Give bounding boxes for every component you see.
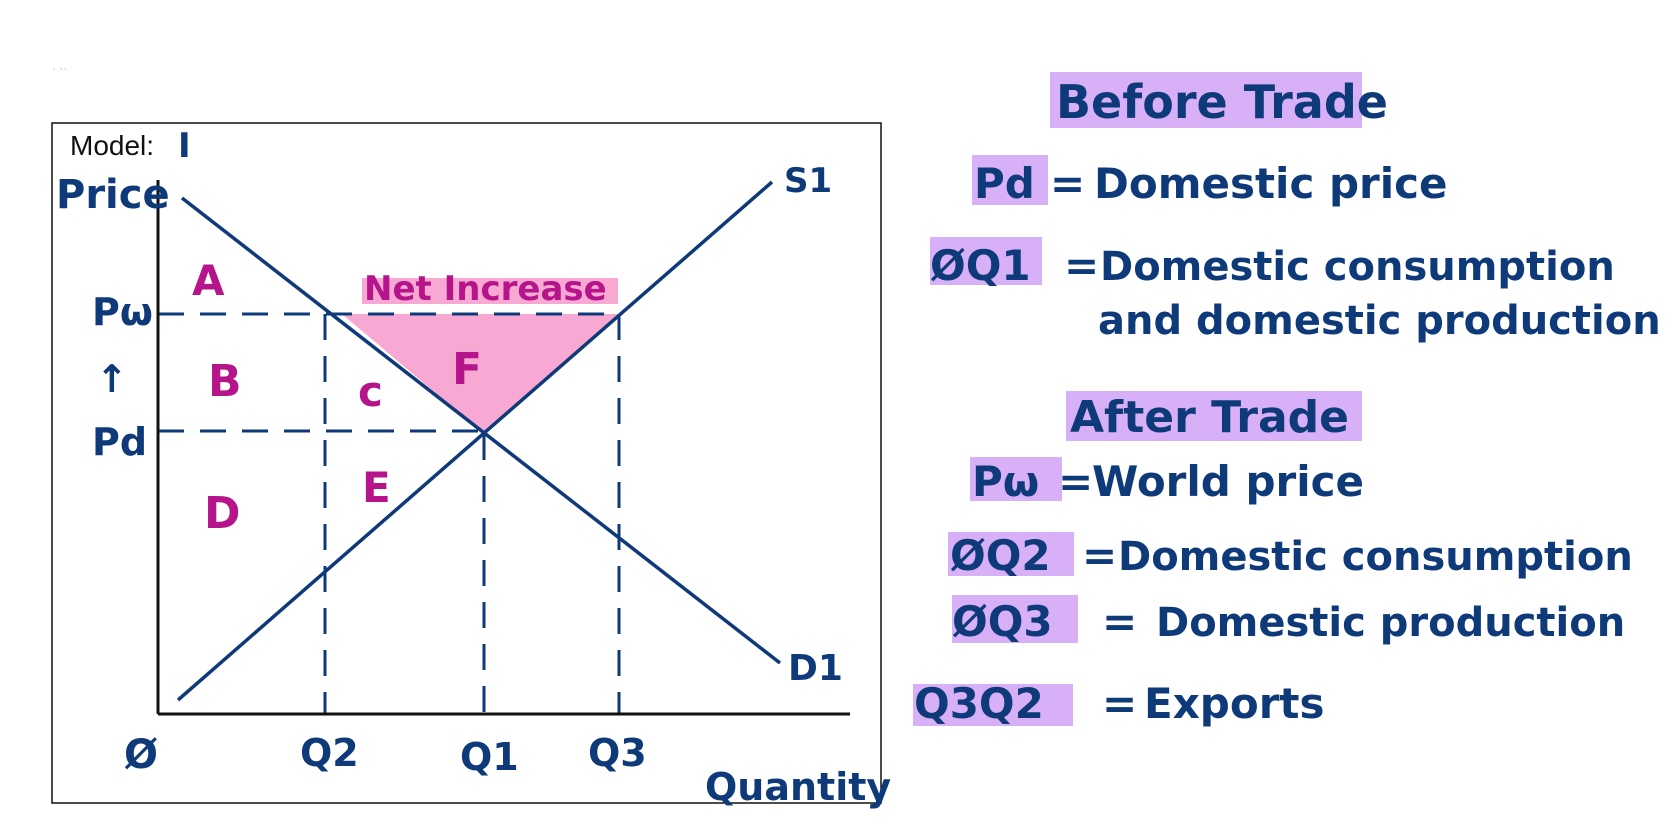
supply-curve-label: S1 (784, 161, 832, 201)
after-item-q3-text: Domestic production (1156, 600, 1625, 646)
net-increase-triangle (342, 314, 619, 434)
before-item-pd-text: Domestic price (1094, 159, 1448, 208)
model-label: Model: (70, 130, 154, 161)
exports-key-highlight (913, 684, 1073, 726)
after-trade-title: After Trade (1070, 392, 1349, 443)
after-item-q2-sep: = (1082, 531, 1117, 580)
before-item-q1-continuation: and domestic production (1098, 298, 1661, 344)
world-price-label: Pω (92, 290, 153, 334)
after-item-pw-text: World price (1092, 457, 1364, 506)
price-axis-label: Price (56, 172, 170, 218)
before-item-q1-text: Domestic consumption (1100, 244, 1615, 290)
trade-graph: Model: I Price Quantity Ø Pω ↑ Pd Q2 Q1 (51, 122, 891, 809)
after-item-exports-text: Exports (1144, 679, 1325, 728)
demand-curve (180, 196, 782, 665)
dashed-guides (158, 312, 621, 714)
net-increase-label-highlight (362, 278, 618, 304)
supply-curve (176, 180, 774, 702)
q3-key-highlight (952, 595, 1078, 643)
model-number: I (178, 126, 191, 166)
area-a-label: A (192, 256, 225, 305)
net-increase-label: Net Increase (364, 269, 607, 309)
before-title-highlight (1050, 72, 1362, 128)
price-increase-arrow: ↑ (96, 357, 128, 401)
area-f-label: F (452, 344, 482, 395)
pw-key-highlight (970, 457, 1062, 501)
trade-notes: Before Trade Pd = Domestic price ØQ1 = D… (913, 72, 1661, 728)
after-title-highlight (1066, 391, 1362, 441)
after-item-q2-text: Domestic consumption (1118, 534, 1633, 580)
area-b-label: B (208, 356, 242, 407)
domestic-price-label: Pd (92, 420, 147, 464)
quantity-axis-label: Quantity (705, 765, 891, 809)
after-item-pw-key: Pω (972, 457, 1039, 506)
corner-note: · ·· (52, 61, 67, 75)
after-item-q3-sep: = (1102, 597, 1137, 646)
after-item-q2-key: ØQ2 (950, 531, 1051, 580)
origin-label: Ø (124, 732, 158, 778)
before-trade-title: Before Trade (1056, 75, 1388, 129)
q2-label: Q2 (300, 731, 359, 775)
pd-key-highlight (972, 155, 1048, 205)
q3-label: Q3 (588, 731, 647, 775)
q1-key-highlight (930, 237, 1042, 285)
area-d-label: D (204, 488, 241, 539)
after-item-exports-sep: = (1102, 679, 1137, 728)
graph-frame (51, 122, 882, 804)
before-item-pd-sep: = (1050, 159, 1085, 208)
before-item-q1-sep: = (1064, 241, 1099, 290)
after-item-pw-sep: = (1058, 457, 1093, 506)
area-c-label: c (358, 367, 383, 416)
before-item-pd-key: Pd (974, 159, 1035, 208)
q1-label: Q1 (460, 735, 519, 779)
demand-curve-label: D1 (788, 648, 843, 689)
area-e-label: E (362, 463, 391, 512)
after-item-q3-key: ØQ3 (952, 597, 1053, 646)
before-item-q1-key: ØQ1 (930, 241, 1031, 290)
q2-key-highlight (948, 532, 1074, 576)
after-item-exports-key: Q3Q2 (914, 679, 1044, 728)
